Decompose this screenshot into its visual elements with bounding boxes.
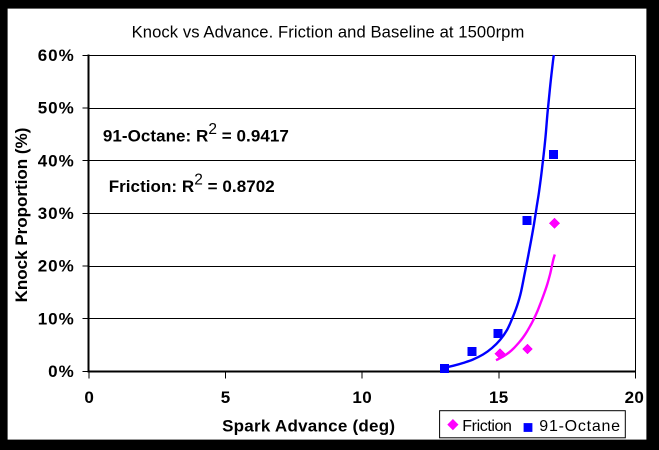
svg-text:10%: 10% <box>38 309 75 328</box>
svg-text:Knock Proportion (%): Knock Proportion (%) <box>12 128 31 303</box>
svg-text:40%: 40% <box>38 151 75 170</box>
svg-text:20%: 20% <box>38 257 75 276</box>
svg-text:15: 15 <box>489 388 509 407</box>
svg-text:91-Octane: 91-Octane <box>539 418 620 435</box>
svg-text:0%: 0% <box>48 362 74 381</box>
svg-text:20: 20 <box>625 388 645 407</box>
svg-text:0: 0 <box>84 388 94 407</box>
svg-text:30%: 30% <box>38 204 75 223</box>
svg-text:Friction: Friction <box>462 418 511 435</box>
svg-text:60%: 60% <box>38 46 75 65</box>
svg-text:50%: 50% <box>38 99 75 118</box>
svg-text:5: 5 <box>221 388 231 407</box>
svg-text:10: 10 <box>352 388 372 407</box>
svg-text:Spark Advance (deg): Spark Advance (deg) <box>222 417 395 436</box>
svg-text:Knock vs Advance. Friction and: Knock vs Advance. Friction and Baseline … <box>132 22 525 41</box>
